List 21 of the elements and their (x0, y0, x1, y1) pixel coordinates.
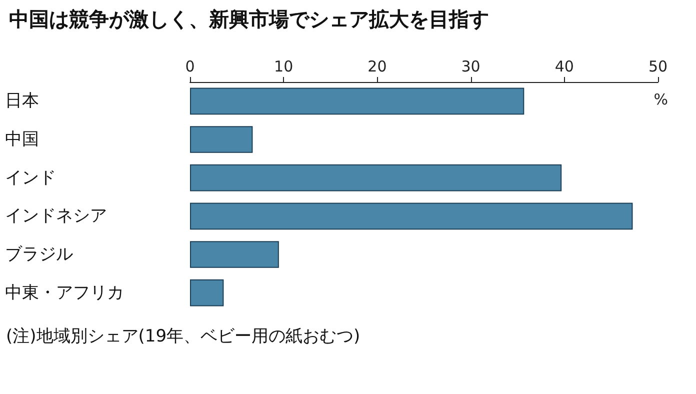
bar (190, 126, 253, 153)
x-axis-title: % (654, 90, 668, 108)
bar (190, 241, 279, 268)
bar (190, 279, 224, 306)
bar (190, 164, 562, 192)
y-tick-label: ブラジル (5, 244, 73, 264)
x-tick-label: 0 (185, 58, 195, 76)
x-tick-label: 50 (648, 58, 668, 76)
x-tick-label: 20 (368, 58, 387, 76)
x-tick-label: 10 (274, 58, 294, 76)
bar (190, 202, 633, 230)
bar (190, 88, 524, 115)
x-tick-label: 40 (554, 58, 574, 76)
y-tick-label: インドネシア (5, 206, 107, 226)
y-tick-label: インド (5, 168, 56, 188)
y-tick-label: 日本 (5, 91, 39, 112)
y-tick-label: 中東・アフリカ (5, 282, 124, 303)
x-tick-label: 30 (461, 58, 480, 76)
y-tick-label: 中国 (5, 130, 39, 150)
text: (注)地域別シェア(19年、ベビー用の紙おむつ) (6, 326, 360, 346)
chart-title: 中国は競争が激しく、新興市場でシェア拡大を目指す (9, 7, 489, 31)
